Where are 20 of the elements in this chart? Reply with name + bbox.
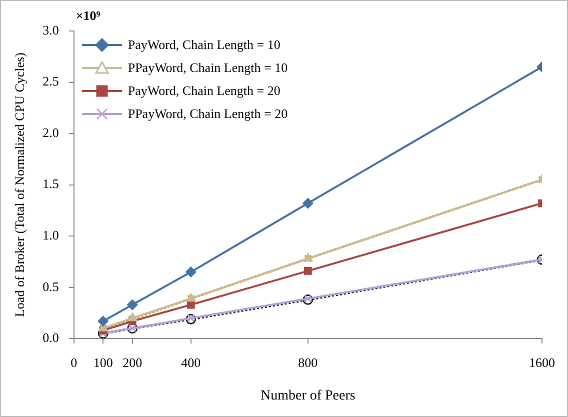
y-axis-title: Load of Broker (Total of Normalized CPU Cycles)	[12, 52, 28, 318]
y-tick-label: 2.0	[42, 124, 59, 140]
x-tick-label: 0	[70, 354, 78, 370]
x-tick-label: 200	[122, 354, 142, 370]
legend-label: PayWord, Chain Length = 10	[128, 36, 280, 52]
x-tick-label: 100	[93, 354, 113, 370]
y-tick-label: 0.5	[42, 278, 59, 294]
y-tick-label: 3.0	[42, 22, 59, 38]
x-tick-label: 400	[181, 354, 201, 370]
y-tick-label: 1.0	[42, 227, 59, 242]
x-tick-label: 1600	[529, 354, 555, 370]
x-tick-label: 800	[298, 354, 318, 370]
y-tick-label: 1.5	[42, 176, 59, 192]
legend-label: PayWord, Chain Length = 20	[128, 82, 280, 98]
y-tick-label: 2.5	[42, 74, 59, 89]
legend-label: PPayWord, Chain Length = 10	[128, 60, 288, 76]
x-axis-title: Number of Peers	[260, 388, 356, 404]
legend-label: PPayWord, Chain Length = 20	[128, 106, 288, 122]
text: ×10⁹	[76, 8, 100, 23]
y-tick-label: 0.0	[42, 330, 59, 346]
